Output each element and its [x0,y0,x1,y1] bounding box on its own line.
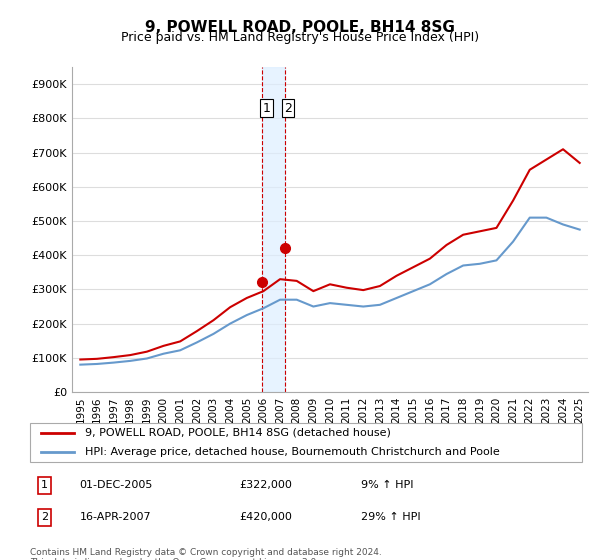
Text: 1: 1 [41,480,48,490]
Text: 16-APR-2007: 16-APR-2007 [80,512,151,522]
Text: 01-DEC-2005: 01-DEC-2005 [80,480,153,490]
Text: 2: 2 [284,102,292,115]
Text: 9, POWELL ROAD, POOLE, BH14 8SG (detached house): 9, POWELL ROAD, POOLE, BH14 8SG (detache… [85,428,391,437]
Text: 2: 2 [41,512,48,522]
Text: £420,000: £420,000 [240,512,293,522]
Text: 9, POWELL ROAD, POOLE, BH14 8SG: 9, POWELL ROAD, POOLE, BH14 8SG [145,20,455,35]
Text: Contains HM Land Registry data © Crown copyright and database right 2024.
This d: Contains HM Land Registry data © Crown c… [30,548,382,560]
FancyBboxPatch shape [30,423,582,462]
Text: HPI: Average price, detached house, Bournemouth Christchurch and Poole: HPI: Average price, detached house, Bour… [85,447,500,457]
Bar [262,67,285,392]
Text: 1: 1 [263,102,271,115]
Text: 9% ↑ HPI: 9% ↑ HPI [361,480,414,490]
Text: £322,000: £322,000 [240,480,293,490]
Text: 29% ↑ HPI: 29% ↑ HPI [361,512,421,522]
Text: Price paid vs. HM Land Registry's House Price Index (HPI): Price paid vs. HM Land Registry's House … [121,31,479,44]
